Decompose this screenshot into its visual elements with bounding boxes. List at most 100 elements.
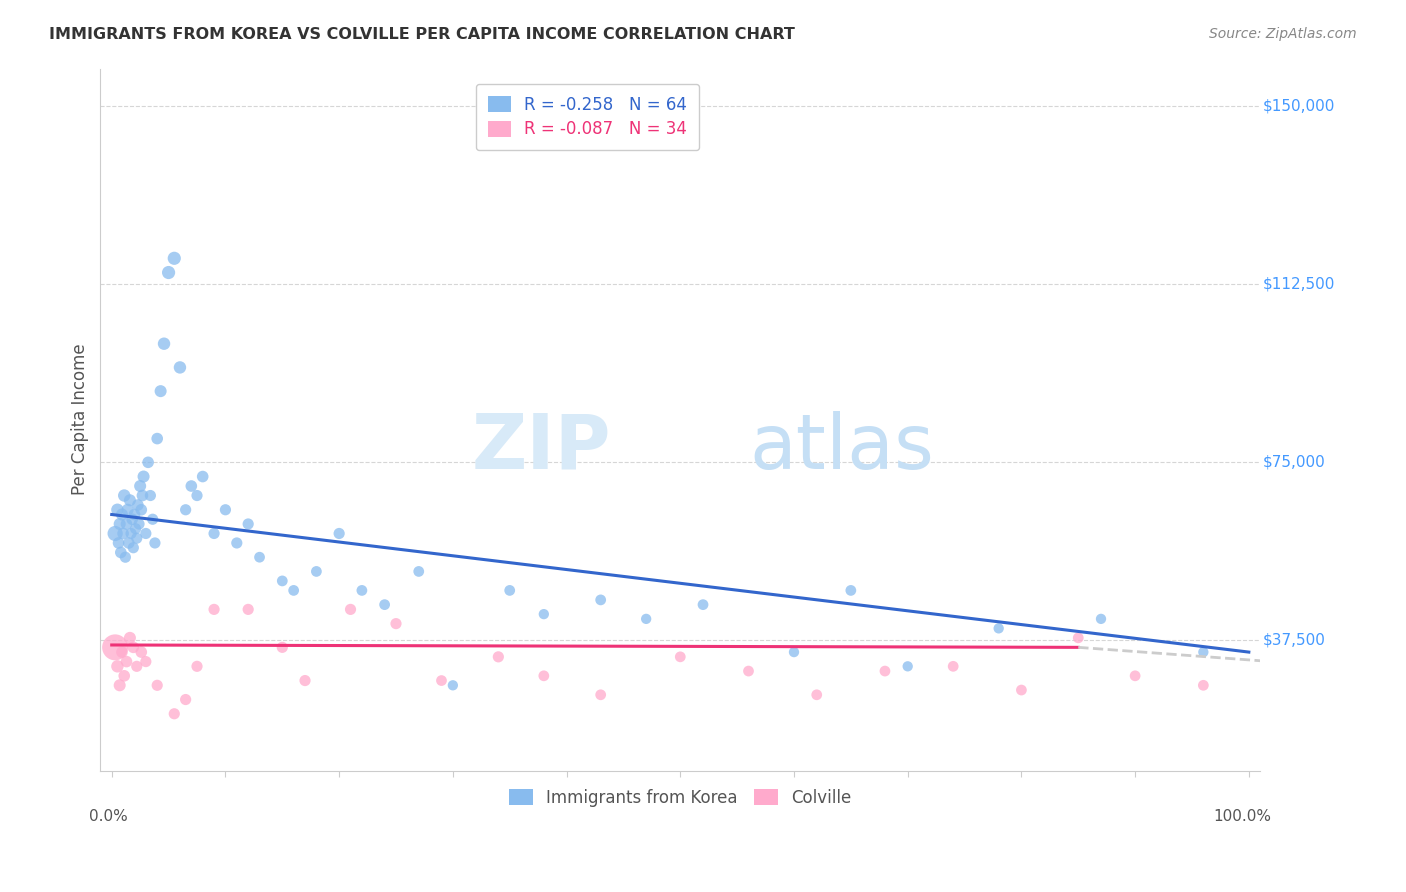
Point	[135, 526, 157, 541]
Point	[129, 645, 152, 659]
Point	[163, 252, 186, 266]
Point	[238, 516, 260, 531]
Point	[115, 655, 138, 669]
Text: ZIP: ZIP	[471, 410, 610, 484]
Point	[1090, 612, 1112, 626]
Point	[589, 688, 612, 702]
Point	[104, 640, 127, 655]
Point	[533, 669, 555, 683]
Point	[127, 498, 149, 512]
Point	[112, 526, 135, 541]
Point	[225, 536, 247, 550]
Point	[120, 526, 142, 541]
Point	[149, 384, 172, 399]
Point	[294, 673, 316, 688]
Point	[180, 479, 202, 493]
Point	[202, 526, 225, 541]
Point	[214, 502, 236, 516]
Point	[430, 673, 453, 688]
Point	[153, 336, 176, 351]
Point	[271, 574, 294, 588]
Point	[636, 612, 658, 626]
Point	[107, 502, 129, 516]
Point	[1192, 645, 1215, 659]
Point	[374, 598, 396, 612]
Point	[486, 649, 509, 664]
Point	[114, 550, 136, 565]
Point	[146, 678, 169, 692]
Text: $112,500: $112,500	[1263, 277, 1334, 292]
Point	[107, 536, 129, 550]
Point	[839, 583, 862, 598]
Point	[115, 516, 138, 531]
Point	[191, 469, 214, 483]
Point	[108, 678, 131, 692]
Point	[129, 502, 152, 516]
Text: IMMIGRANTS FROM KOREA VS COLVILLE PER CAPITA INCOME CORRELATION CHART: IMMIGRANTS FROM KOREA VS COLVILLE PER CA…	[49, 27, 794, 42]
Point	[1010, 683, 1032, 698]
Point	[135, 655, 157, 669]
Point	[118, 631, 141, 645]
Point	[533, 607, 555, 621]
Point	[142, 512, 165, 526]
Legend: Immigrants from Korea, Colville: Immigrants from Korea, Colville	[501, 780, 859, 815]
Point	[186, 659, 208, 673]
Point	[107, 659, 129, 673]
Point	[897, 659, 920, 673]
Point	[104, 526, 127, 541]
Point	[186, 489, 208, 503]
Point	[408, 565, 430, 579]
Point	[1067, 631, 1090, 645]
Point	[669, 649, 692, 664]
Point	[806, 688, 828, 702]
Point	[942, 659, 965, 673]
Text: $75,000: $75,000	[1263, 455, 1326, 470]
Point	[132, 469, 155, 483]
Point	[129, 479, 152, 493]
Y-axis label: Per Capita Income: Per Capita Income	[72, 343, 89, 495]
Point	[128, 516, 150, 531]
Point	[131, 489, 153, 503]
Point	[163, 706, 186, 721]
Point	[873, 664, 896, 678]
Point	[112, 669, 135, 683]
Text: $150,000: $150,000	[1263, 99, 1334, 114]
Point	[174, 692, 197, 706]
Point	[121, 512, 143, 526]
Point	[987, 621, 1010, 635]
Point	[174, 502, 197, 516]
Point	[249, 550, 271, 565]
Point	[110, 545, 132, 559]
Point	[441, 678, 464, 692]
Point	[118, 493, 141, 508]
Point	[589, 593, 612, 607]
Point	[111, 508, 134, 522]
Point	[139, 489, 162, 503]
Point	[146, 432, 169, 446]
Point	[1192, 678, 1215, 692]
Point	[136, 455, 159, 469]
Point	[169, 360, 191, 375]
Point	[157, 266, 180, 280]
Point	[499, 583, 522, 598]
Point	[783, 645, 806, 659]
Point	[202, 602, 225, 616]
Point	[125, 531, 148, 545]
Point	[328, 526, 350, 541]
Point	[305, 565, 328, 579]
Point	[108, 516, 131, 531]
Point	[117, 502, 139, 516]
Text: Source: ZipAtlas.com: Source: ZipAtlas.com	[1209, 27, 1357, 41]
Point	[111, 645, 134, 659]
Point	[143, 536, 166, 550]
Point	[692, 598, 714, 612]
Text: atlas: atlas	[749, 410, 935, 484]
Point	[238, 602, 260, 616]
Text: 100.0%: 100.0%	[1213, 809, 1272, 824]
Point	[385, 616, 408, 631]
Text: 0.0%: 0.0%	[89, 809, 128, 824]
Point	[122, 541, 145, 555]
Text: $37,500: $37,500	[1263, 632, 1326, 648]
Point	[124, 508, 146, 522]
Point	[350, 583, 373, 598]
